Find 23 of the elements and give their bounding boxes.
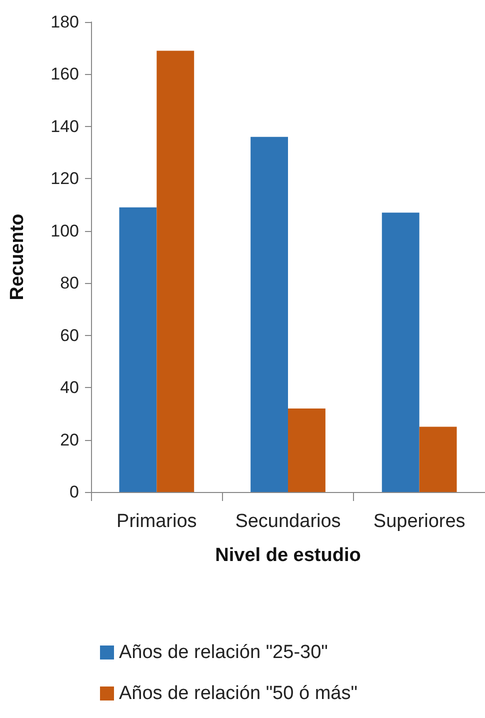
y-tick-label: 20 [60,430,79,450]
x-tick-label: Primarios [116,511,197,532]
bar [119,207,157,492]
y-tick-label: 100 [50,221,79,240]
x-tick-label: Secundarios [235,511,341,532]
y-tick-label: 0 [70,482,79,502]
bar [382,212,420,492]
y-tick-label: 160 [50,64,79,84]
y-tick-label: 60 [60,326,79,345]
y-tick-label: 80 [60,274,79,293]
y-tick-label: 140 [50,116,79,136]
legend-label: Años de relación "50 ó más" [119,683,358,704]
x-tick-label: Superiores [373,511,466,532]
bar [419,426,457,492]
y-tick-label: 180 [50,12,79,32]
bar [288,408,326,492]
y-tick-label: 120 [50,169,79,188]
x-axis-title: Nivel de estudio [215,545,361,566]
bar [250,136,288,492]
y-axis-title: Recuento [7,214,28,300]
legend-label: Años de relación "25-30" [119,642,328,663]
bar [156,50,194,492]
y-tick-label: 40 [60,378,79,398]
